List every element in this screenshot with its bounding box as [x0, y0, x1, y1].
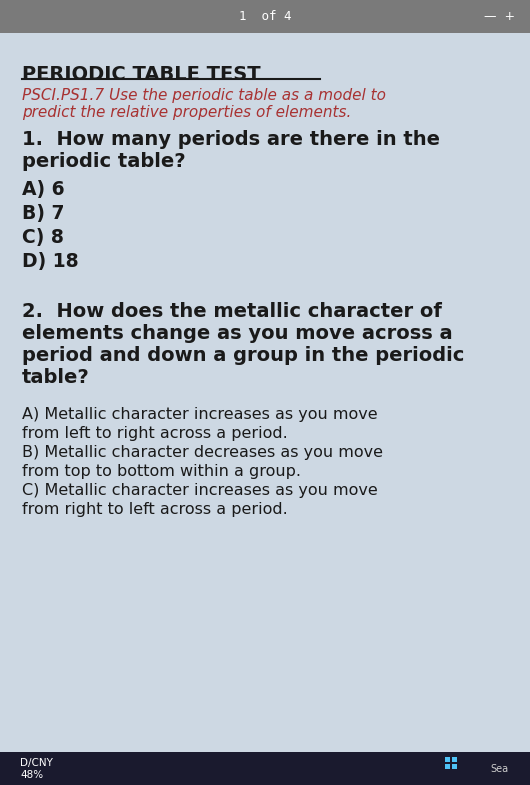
Bar [0, 752, 530, 785]
Bar [452, 757, 457, 762]
Bar [445, 764, 450, 769]
Bar [445, 757, 450, 762]
Text: period and down a group in the periodic: period and down a group in the periodic [22, 346, 464, 365]
Text: 2.  How does the metallic character of: 2. How does the metallic character of [22, 302, 442, 321]
Text: C) 8: C) 8 [22, 228, 64, 247]
Bar [452, 764, 457, 769]
Text: —  +: — + [484, 9, 516, 23]
Text: from top to bottom within a group.: from top to bottom within a group. [22, 464, 301, 479]
Text: D) 18: D) 18 [22, 252, 78, 271]
Text: D/CNY: D/CNY [20, 758, 53, 768]
Text: C) Metallic character increases as you move: C) Metallic character increases as you m… [22, 483, 378, 498]
Bar [0, 0, 530, 33]
Text: periodic table?: periodic table? [22, 152, 186, 171]
Text: B) Metallic character decreases as you move: B) Metallic character decreases as you m… [22, 445, 383, 460]
Text: A) Metallic character increases as you move: A) Metallic character increases as you m… [22, 407, 377, 422]
Text: from left to right across a period.: from left to right across a period. [22, 426, 288, 441]
Text: elements change as you move across a: elements change as you move across a [22, 324, 453, 343]
Text: PERIODIC TABLE TEST: PERIODIC TABLE TEST [22, 65, 261, 84]
Text: A) 6: A) 6 [22, 180, 65, 199]
Text: table?: table? [22, 368, 90, 387]
Text: 1.  How many periods are there in the: 1. How many periods are there in the [22, 130, 440, 149]
Text: B) 7: B) 7 [22, 204, 65, 223]
Text: 1  of 4: 1 of 4 [238, 9, 292, 23]
Text: PSCI.PS1.7 Use the periodic table as a model to: PSCI.PS1.7 Use the periodic table as a m… [22, 88, 386, 103]
Text: from right to left across a period.: from right to left across a period. [22, 502, 288, 517]
Text: predict the relative properties of elements.: predict the relative properties of eleme… [22, 105, 351, 120]
Text: Sea: Sea [490, 764, 508, 774]
Text: 48%: 48% [20, 770, 43, 780]
